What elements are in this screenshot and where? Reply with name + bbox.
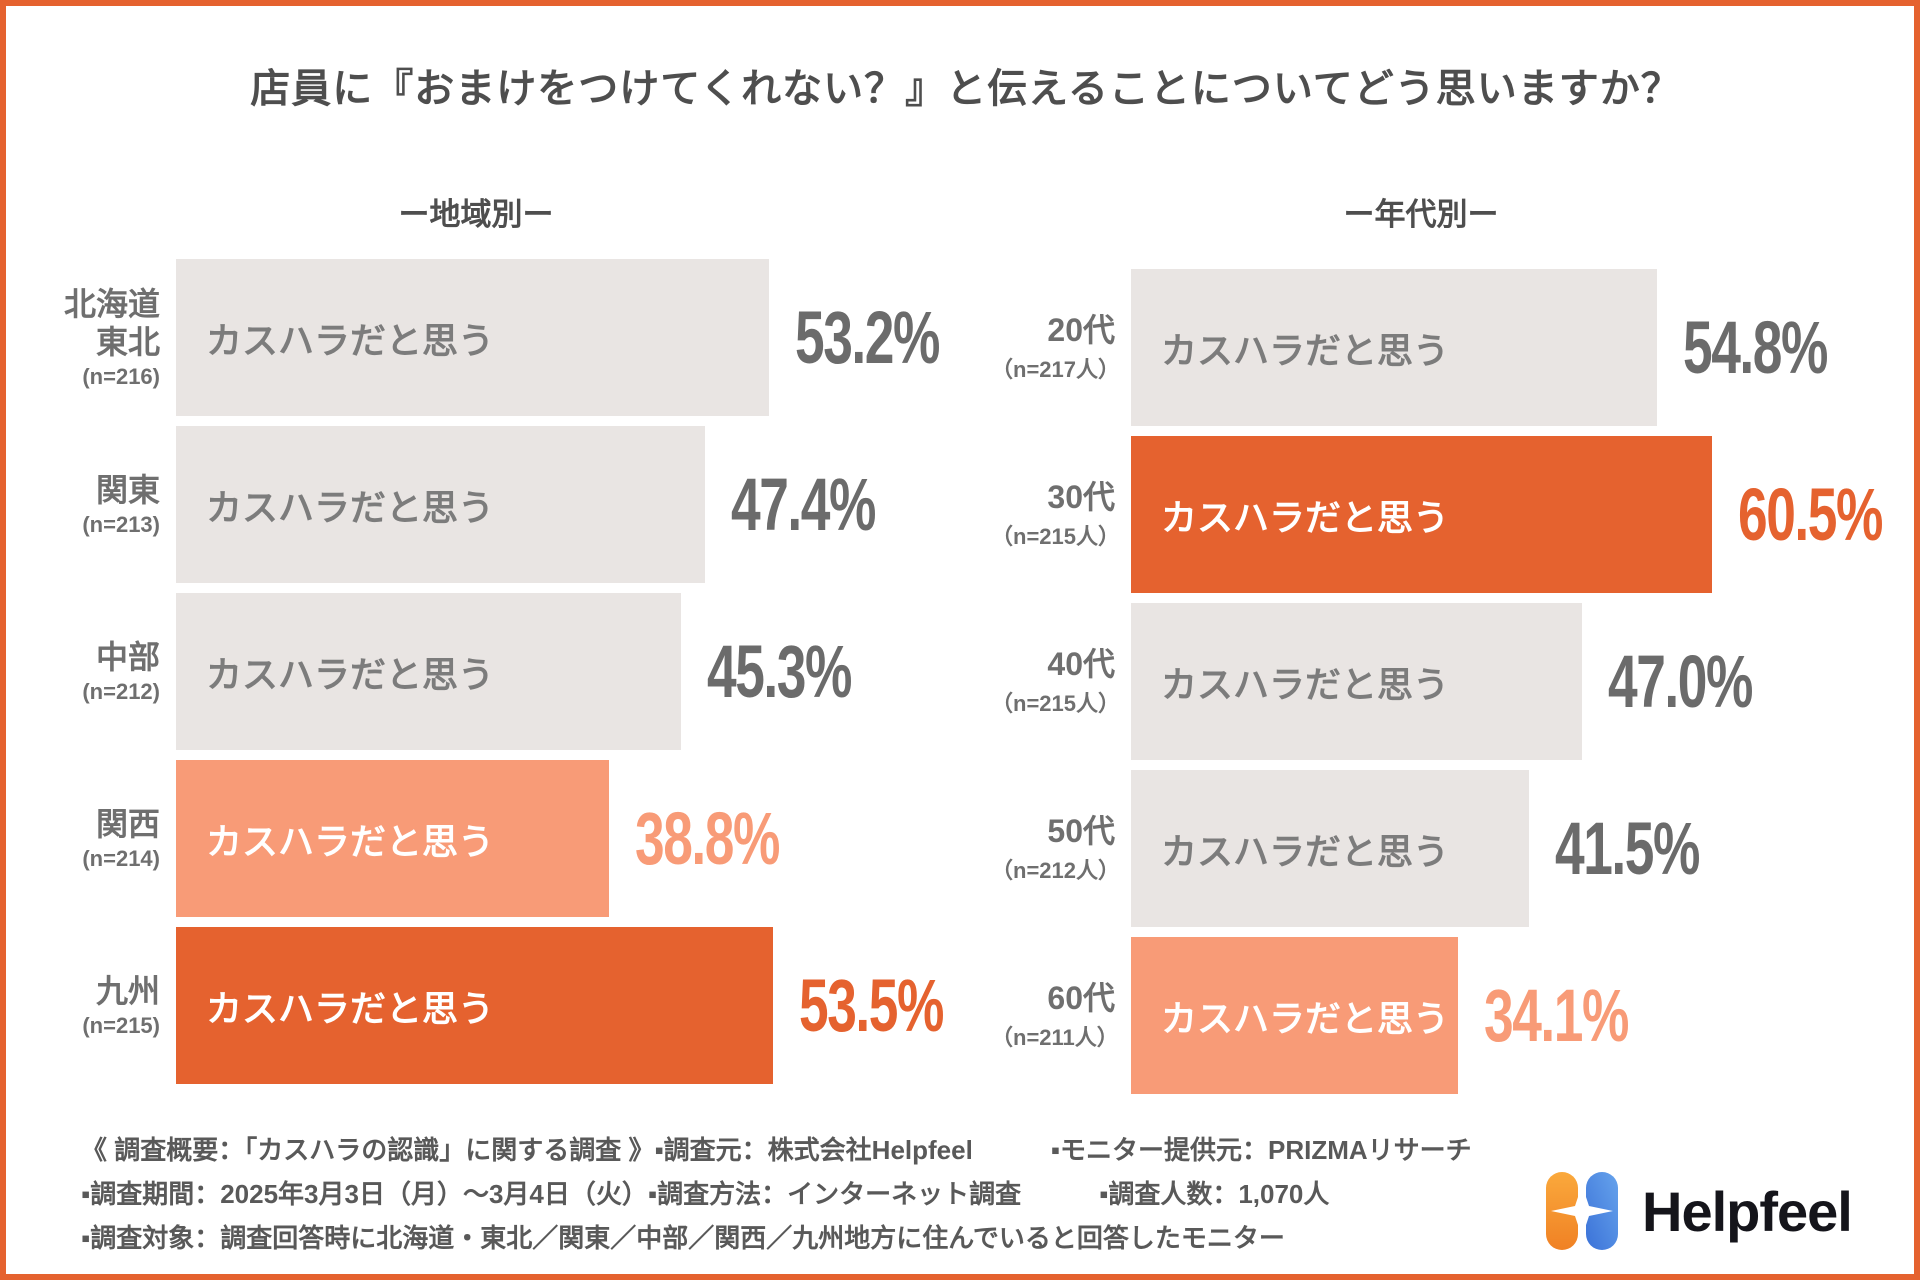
category-label: 40代 <box>1047 645 1115 682</box>
value-label: 34.1% <box>1484 974 1629 1057</box>
chart-row: 関東 (n=213) カスハラだと思う 47.4% <box>26 426 999 583</box>
sample-size-label: （n=211人） <box>991 1025 1119 1051</box>
bar-answer-label: カスハラだと思う <box>206 820 495 862</box>
row-label: 中部 (n=212) <box>26 638 176 705</box>
sample-size-label: (n=213) <box>82 512 160 538</box>
bar-answer-label: カスハラだと思う <box>1161 997 1450 1039</box>
value-label: 47.4% <box>731 463 876 546</box>
bar: カスハラだと思う <box>1131 937 1458 1094</box>
bar-answer-label: カスハラだと思う <box>206 653 495 695</box>
chart-row: 30代 （n=215人） カスハラだと思う 60.5% <box>991 436 1914 593</box>
value-label: 53.2% <box>795 296 940 379</box>
chart-row: 北海道 東北 (n=216) カスハラだと思う 53.2% <box>26 259 999 416</box>
bar-answer-label: カスハラだと思う <box>206 319 495 361</box>
bar: カスハラだと思う <box>1131 603 1582 760</box>
survey-note-line3: ▪調査対象：調査回答時に北海道・東北／関東／中部／関西／九州地方に住んでいると回… <box>81 1223 1285 1253</box>
chart-row: 40代 （n=215人） カスハラだと思う 47.0% <box>991 603 1914 760</box>
row-label: 関東 (n=213) <box>26 471 176 538</box>
sample-size-label: （n=215人） <box>991 524 1120 550</box>
row-label: 50代 （n=212人） <box>991 812 1131 885</box>
category-label: 30代 <box>1047 478 1115 515</box>
chart-row: 60代 （n=211人） カスハラだと思う 34.1% <box>991 937 1914 1094</box>
section-title-age: ー年代別ー <box>1343 197 1499 232</box>
value-label: 60.5% <box>1738 473 1883 556</box>
value-label: 45.3% <box>707 630 852 713</box>
sample-size-label: （n=215人） <box>991 691 1120 717</box>
bar: カスハラだと思う <box>1131 770 1529 927</box>
row-label: 30代 （n=215人） <box>991 478 1131 551</box>
bar-answer-label: カスハラだと思う <box>1161 496 1450 538</box>
category-label: 北海道 東北 <box>63 285 160 360</box>
sample-size-label: （n=212人） <box>991 858 1120 884</box>
logo-sparkle-icon <box>1551 1185 1613 1237</box>
survey-notes: 《 調査概要：「カスハラの認識」に関する調査 》▪調査元：株式会社Helpfee… <box>81 1128 1472 1260</box>
bar-answer-label: カスハラだと思う <box>206 486 495 528</box>
category-label: 20代 <box>1047 311 1115 348</box>
helpfeel-logo-icon <box>1546 1172 1618 1250</box>
chart-row: 20代 （n=217人） カスハラだと思う 54.8% <box>991 269 1914 426</box>
category-label: 関西 <box>95 805 160 842</box>
chart-row: 中部 (n=212) カスハラだと思う 45.3% <box>26 593 999 750</box>
bar: カスハラだと思う <box>176 593 681 750</box>
bar: カスハラだと思う <box>176 426 705 583</box>
chart-row: 九州 (n=215) カスハラだと思う 53.5% <box>26 927 999 1084</box>
chart-by-age: 20代 （n=217人） カスハラだと思う 54.8% 30代 （n=215人） カスハラだ… <box>991 269 1914 1104</box>
sample-size-label: (n=212) <box>82 679 160 705</box>
category-label: 50代 <box>1047 812 1115 849</box>
category-label: 中部 <box>95 638 160 675</box>
bar: カスハラだと思う <box>176 760 609 917</box>
row-label: 60代 （n=211人） <box>991 979 1131 1052</box>
category-label: 60代 <box>1047 979 1115 1016</box>
value-label: 53.5% <box>799 964 944 1047</box>
bar: カスハラだと思う <box>1131 436 1712 593</box>
helpfeel-logo-text: Helpfeel <box>1642 1179 1853 1243</box>
survey-note-line1: 《 調査概要：「カスハラの認識」に関する調査 》▪調査元：株式会社Helpfee… <box>81 1135 1472 1165</box>
helpfeel-logo: Helpfeel <box>1546 1172 1853 1250</box>
value-label: 38.8% <box>635 797 780 880</box>
category-label: 九州 <box>95 972 160 1009</box>
sample-size-label: （n=217人） <box>991 357 1120 383</box>
sample-size-label: (n=214) <box>82 846 160 872</box>
category-label: 関東 <box>95 471 160 508</box>
bar: カスハラだと思う <box>1131 269 1657 426</box>
bar-answer-label: カスハラだと思う <box>1161 830 1450 872</box>
page-title: 店員に『おまけをつけてくれない？』と伝えることについてどう思いますか？ <box>250 67 1682 111</box>
value-label: 47.0% <box>1608 640 1753 723</box>
survey-note-line2: ▪調査期間：2025年3月3日（月）～3月4日（火）▪調査方法：インターネット調… <box>81 1179 1330 1209</box>
chart-row: 関西 (n=214) カスハラだと思う 38.8% <box>26 760 999 917</box>
sample-size-label: (n=215) <box>82 1013 160 1039</box>
sample-size-label: (n=216) <box>82 364 160 390</box>
bar: カスハラだと思う <box>176 927 773 1084</box>
chart-row: 50代 （n=212人） カスハラだと思う 41.5% <box>991 770 1914 927</box>
chart-by-region: 北海道 東北 (n=216) カスハラだと思う 53.2% 関東 (n=213) カスハラだ… <box>26 259 999 1094</box>
bar-answer-label: カスハラだと思う <box>1161 329 1450 371</box>
bar-answer-label: カスハラだと思う <box>1161 663 1450 705</box>
value-label: 54.8% <box>1683 306 1828 389</box>
row-label: 40代 （n=215人） <box>991 645 1131 718</box>
value-label: 41.5% <box>1555 807 1700 890</box>
bar: カスハラだと思う <box>176 259 769 416</box>
row-label: 北海道 東北 (n=216) <box>26 285 176 391</box>
row-label: 20代 （n=217人） <box>991 311 1131 384</box>
row-label: 関西 (n=214) <box>26 805 176 872</box>
section-title-region: ー地域別ー <box>398 197 554 232</box>
row-label: 九州 (n=215) <box>26 972 176 1039</box>
bar-answer-label: カスハラだと思う <box>206 987 495 1029</box>
